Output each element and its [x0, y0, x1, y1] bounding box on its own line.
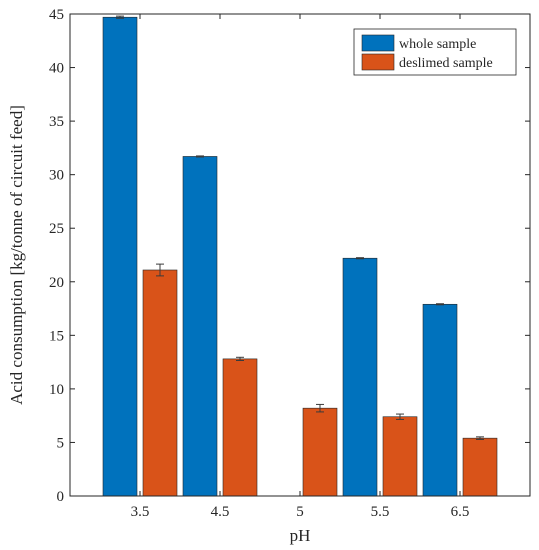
errorbars-layer	[116, 15, 484, 440]
y-tick-label-45: 45	[49, 7, 64, 23]
x-tick-label-6.5: 6.5	[451, 504, 470, 520]
y-tick-label-10: 10	[49, 382, 64, 398]
legend: whole sample deslimed sample	[353, 28, 517, 76]
y-tick-label-0: 0	[57, 489, 65, 505]
y-tick-label-30: 30	[49, 168, 64, 184]
bar-deslimed-sample-6.5	[462, 437, 498, 497]
bar-whole-sample-3.5	[102, 16, 138, 497]
bar-whole-sample-4.5	[182, 156, 218, 497]
bar-whole-sample-5.5	[342, 257, 378, 497]
legend-swatch-whole-sample	[361, 34, 395, 52]
legend-swatch-deslimed-sample	[361, 53, 395, 71]
bar-deslimed-sample-5	[302, 407, 338, 497]
bars-layer	[102, 16, 498, 497]
legend-label-deslimed-sample: deslimed sample	[399, 56, 493, 71]
y-tick-label-15: 15	[49, 328, 64, 344]
y-tick-label-20: 20	[49, 275, 64, 291]
y-tick-label-35: 35	[49, 114, 64, 130]
y-tick-label-5: 5	[57, 435, 65, 451]
y-tick-label-25: 25	[49, 221, 64, 237]
x-tick-label-3.5: 3.5	[131, 504, 150, 520]
bar-deslimed-sample-4.5	[222, 358, 258, 497]
bar-deslimed-sample-5.5	[382, 416, 418, 497]
ticks-layer: 0 5 10 15 20 25 30 35 40 45 3.5 4.5 5 5.5 6.5	[49, 7, 530, 520]
y-tick-label-40: 40	[49, 61, 64, 77]
x-tick-label-4.5: 4.5	[211, 504, 230, 520]
x-tick-label-5.5: 5.5	[371, 504, 390, 520]
y-axis-label: Acid consumption [kg/tonne of circuit fe…	[7, 105, 26, 405]
bar-deslimed-sample-3.5	[142, 269, 178, 497]
bar-whole-sample-6.5	[422, 303, 458, 497]
plot-area	[70, 14, 530, 496]
x-axis-label: pH	[290, 526, 311, 545]
legend-label-whole-sample: whole sample	[399, 37, 476, 52]
x-tick-label-5: 5	[296, 504, 304, 520]
